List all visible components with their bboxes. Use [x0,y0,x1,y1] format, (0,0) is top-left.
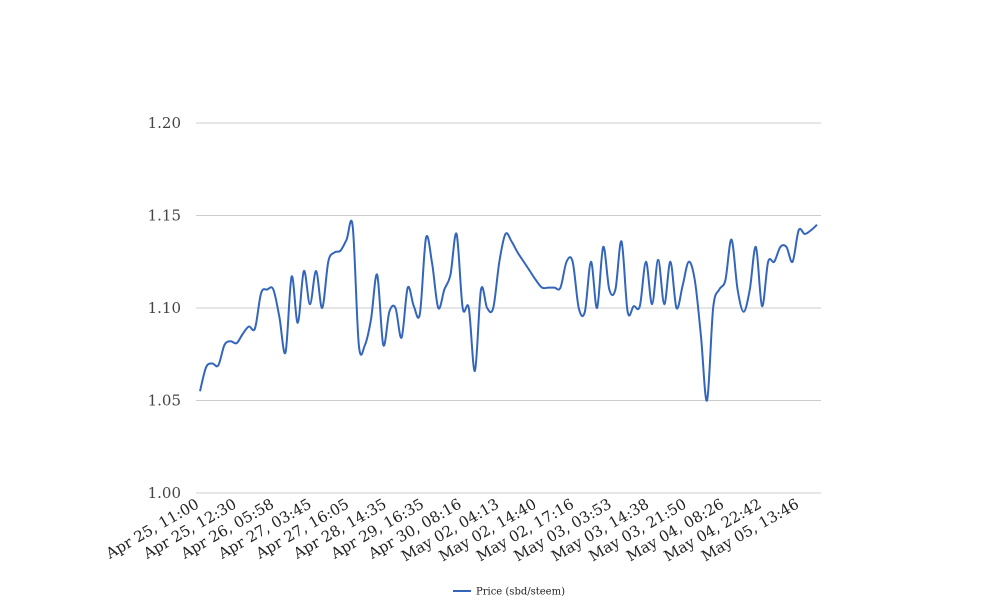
y-tick-label: 1.00 [148,484,181,502]
y-tick-label: 1.20 [148,114,181,132]
y-axis-tick-labels: 1.00 1.05 1.10 1.15 1.20 [148,114,181,502]
y-tick-label: 1.15 [148,207,181,225]
series-lines [199,219,818,402]
legend-label: Price (sbd/steem) [476,587,565,598]
y-tick-label: 1.05 [148,392,181,410]
legend: Price (sbd/steem) [453,587,565,598]
price-series-line [199,219,818,402]
y-tick-label: 1.10 [148,299,181,317]
